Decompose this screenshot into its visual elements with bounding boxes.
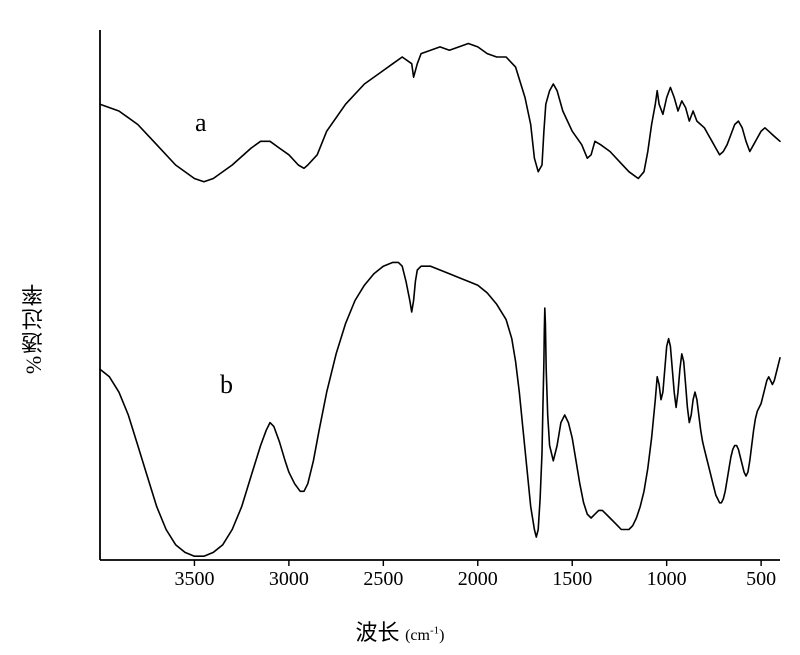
x-tick-label: 2000	[458, 568, 498, 591]
x-tick-label: 1500	[552, 568, 592, 591]
series-label-b: b	[220, 370, 233, 400]
series-label-a: a	[195, 108, 207, 138]
x-tick-label: 3000	[269, 568, 309, 591]
x-tick-label: 500	[746, 568, 776, 591]
y-axis-label: %透过率	[18, 281, 50, 373]
x-axis-unit: (cm-1)	[405, 627, 444, 644]
x-tick-label: 1000	[647, 568, 687, 591]
x-tick-label: 3500	[174, 568, 214, 591]
x-tick-label: 2500	[363, 568, 403, 591]
series-b	[100, 262, 780, 556]
plot-svg	[0, 0, 800, 655]
x-axis-label-text: 波长	[356, 620, 400, 645]
x-axis-label: 波长 (cm-1)	[356, 615, 445, 647]
ir-spectrum-chart: %透过率 波长 (cm-1) 3500 3000 2500 2000 1500 1000 5…	[0, 0, 800, 655]
